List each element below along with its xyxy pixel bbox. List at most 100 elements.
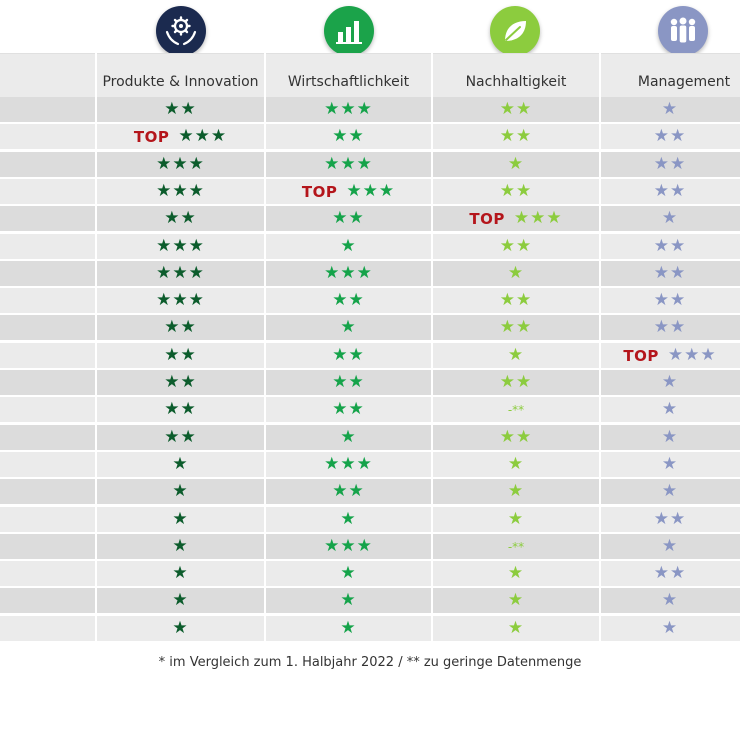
star-rating-icon: ★ xyxy=(340,427,357,447)
rating-cell-management: ★★ xyxy=(600,561,740,586)
top-badge: TOP xyxy=(469,209,505,228)
rating-cell-wirtschaftlichkeit: ★★★ xyxy=(265,97,432,122)
star-rating-icon: ★★★ xyxy=(324,263,373,283)
rating-cell-management: ★★ xyxy=(600,261,740,286)
rating-cell-produkte: ★★ xyxy=(96,315,265,340)
rating-cell-produkte: ★ xyxy=(96,507,265,532)
category-icons xyxy=(0,6,740,56)
rating-cell-produkte: ★★ xyxy=(96,343,265,368)
star-rating-icon: ★★ xyxy=(653,154,687,174)
star-rating-icon: ★★ xyxy=(499,317,533,337)
star-rating-icon: ★ xyxy=(340,236,357,256)
rating-cell-wirtschaftlichkeit: ★ xyxy=(265,616,432,641)
star-rating-icon: ★ xyxy=(507,509,525,529)
star-rating-icon: ★ xyxy=(507,454,525,474)
star-rating-icon: ★ xyxy=(340,509,357,529)
rating-cell-nachhaltigkeit: ★ xyxy=(432,261,600,286)
rating-cell-management: ★ xyxy=(600,397,740,422)
hands-gear-icon xyxy=(156,6,206,56)
rating-cell-produkte: ★ xyxy=(96,616,265,641)
insufficient-data-mark: -** xyxy=(507,402,525,417)
star-rating-icon: ★ xyxy=(661,427,679,447)
rating-cell-wirtschaftlichkeit: ★ xyxy=(265,425,432,450)
star-rating-icon: ★ xyxy=(661,399,679,419)
rating-cell-nachhaltigkeit: TOP ★★★ xyxy=(432,206,600,231)
rating-cell-produkte: ★★ xyxy=(96,370,265,395)
star-rating-icon: ★ xyxy=(172,481,189,501)
rating-cell-management: ★ xyxy=(600,97,740,122)
rating-cell-produkte: ★★ xyxy=(96,206,265,231)
leaf-icon xyxy=(490,6,540,56)
star-rating-icon: ★ xyxy=(172,454,189,474)
star-rating-icon: ★★★ xyxy=(156,236,205,256)
rating-cell-wirtschaftlichkeit: ★★ xyxy=(265,206,432,231)
table-row: ★★★★★★★ xyxy=(0,315,740,340)
rating-cell-wirtschaftlichkeit: ★★★ xyxy=(265,452,432,477)
star-rating-icon: ★★★ xyxy=(324,454,373,474)
star-rating-icon: ★★ xyxy=(332,372,365,392)
star-rating-icon: ★★ xyxy=(499,427,533,447)
star-rating-icon: ★ xyxy=(507,263,525,283)
rating-cell-produkte: ★★ xyxy=(96,425,265,450)
rating-cell-produkte: ★ xyxy=(96,534,265,559)
table-row: ★★★★★ xyxy=(0,507,740,532)
star-rating-icon: ★★★ xyxy=(324,536,373,556)
table-row: ★★★★★★★★ xyxy=(0,234,740,259)
star-rating-icon: ★ xyxy=(661,481,679,501)
rating-cell-produkte: ★★★ xyxy=(96,152,265,177)
rating-cell-wirtschaftlichkeit: TOP ★★★ xyxy=(265,179,432,204)
rating-cell-nachhaltigkeit: ★ xyxy=(432,343,600,368)
rating-cell-nachhaltigkeit: ★ xyxy=(432,561,600,586)
star-rating-icon: ★ xyxy=(661,454,679,474)
rating-cell-nachhaltigkeit: ★ xyxy=(432,152,600,177)
top-badge: TOP xyxy=(623,346,659,365)
star-rating-icon: ★★ xyxy=(653,509,687,529)
rating-cell-produkte: ★★★ xyxy=(96,261,265,286)
rating-cell-produkte: TOP ★★★ xyxy=(96,124,265,149)
bar-chart-icon xyxy=(324,6,374,56)
rating-cell-nachhaltigkeit: ★ xyxy=(432,588,600,613)
table-row: ★★★★★★ xyxy=(0,425,740,450)
star-rating-icon: ★★★ xyxy=(346,181,396,201)
star-rating-icon: ★ xyxy=(507,590,525,610)
rating-cell-nachhaltigkeit: -** xyxy=(432,534,600,559)
column-divider xyxy=(431,53,433,641)
star-rating-icon: ★★ xyxy=(164,345,197,365)
star-rating-icon: ★★ xyxy=(499,236,533,256)
column-divider xyxy=(599,53,601,641)
star-rating-icon: ★★ xyxy=(164,399,197,419)
rating-cell-produkte: ★ xyxy=(96,452,265,477)
star-rating-icon: ★★ xyxy=(499,126,533,146)
star-rating-icon: ★ xyxy=(507,154,525,174)
star-rating-icon: ★★★ xyxy=(156,290,205,310)
rating-cell-wirtschaftlichkeit: ★ xyxy=(265,588,432,613)
star-rating-icon: ★★ xyxy=(653,563,687,583)
rating-cell-management: TOP ★★★ xyxy=(600,343,740,368)
table-row: ★ ★ ★ ★ xyxy=(0,616,740,641)
column-divider xyxy=(264,53,266,641)
star-rating-icon: ★ xyxy=(661,618,679,638)
rating-cell-produkte: ★ xyxy=(96,479,265,504)
star-rating-icon: ★ xyxy=(507,481,525,501)
column-divider xyxy=(95,53,97,641)
table-header: Produkte & Innovation Wirtschaftlichkeit… xyxy=(0,53,740,97)
star-rating-icon: ★ xyxy=(507,618,525,638)
rating-cell-wirtschaftlichkeit: ★ xyxy=(265,507,432,532)
rating-cell-nachhaltigkeit: ★★ xyxy=(432,97,600,122)
rating-cell-nachhaltigkeit: ★★ xyxy=(432,124,600,149)
rating-cell-wirtschaftlichkeit: ★★ xyxy=(265,479,432,504)
star-rating-icon: ★★★ xyxy=(156,263,205,283)
star-rating-icon: ★ xyxy=(507,345,525,365)
table-row: ★★★ TOP ★★★ ★★ ★★ xyxy=(0,179,740,204)
star-rating-icon: ★★ xyxy=(653,290,687,310)
star-rating-icon: ★★★ xyxy=(513,208,563,228)
star-rating-icon: ★★ xyxy=(332,399,365,419)
star-rating-icon: ★★ xyxy=(499,99,533,119)
star-rating-icon: ★★ xyxy=(332,126,365,146)
star-rating-icon: ★★ xyxy=(653,126,687,146)
star-rating-icon: ★★ xyxy=(653,236,687,256)
star-rating-icon: ★★ xyxy=(164,372,197,392)
rating-cell-wirtschaftlichkeit: ★★ xyxy=(265,397,432,422)
top-badge: TOP xyxy=(133,127,170,146)
insufficient-data-mark: -** xyxy=(507,539,525,554)
